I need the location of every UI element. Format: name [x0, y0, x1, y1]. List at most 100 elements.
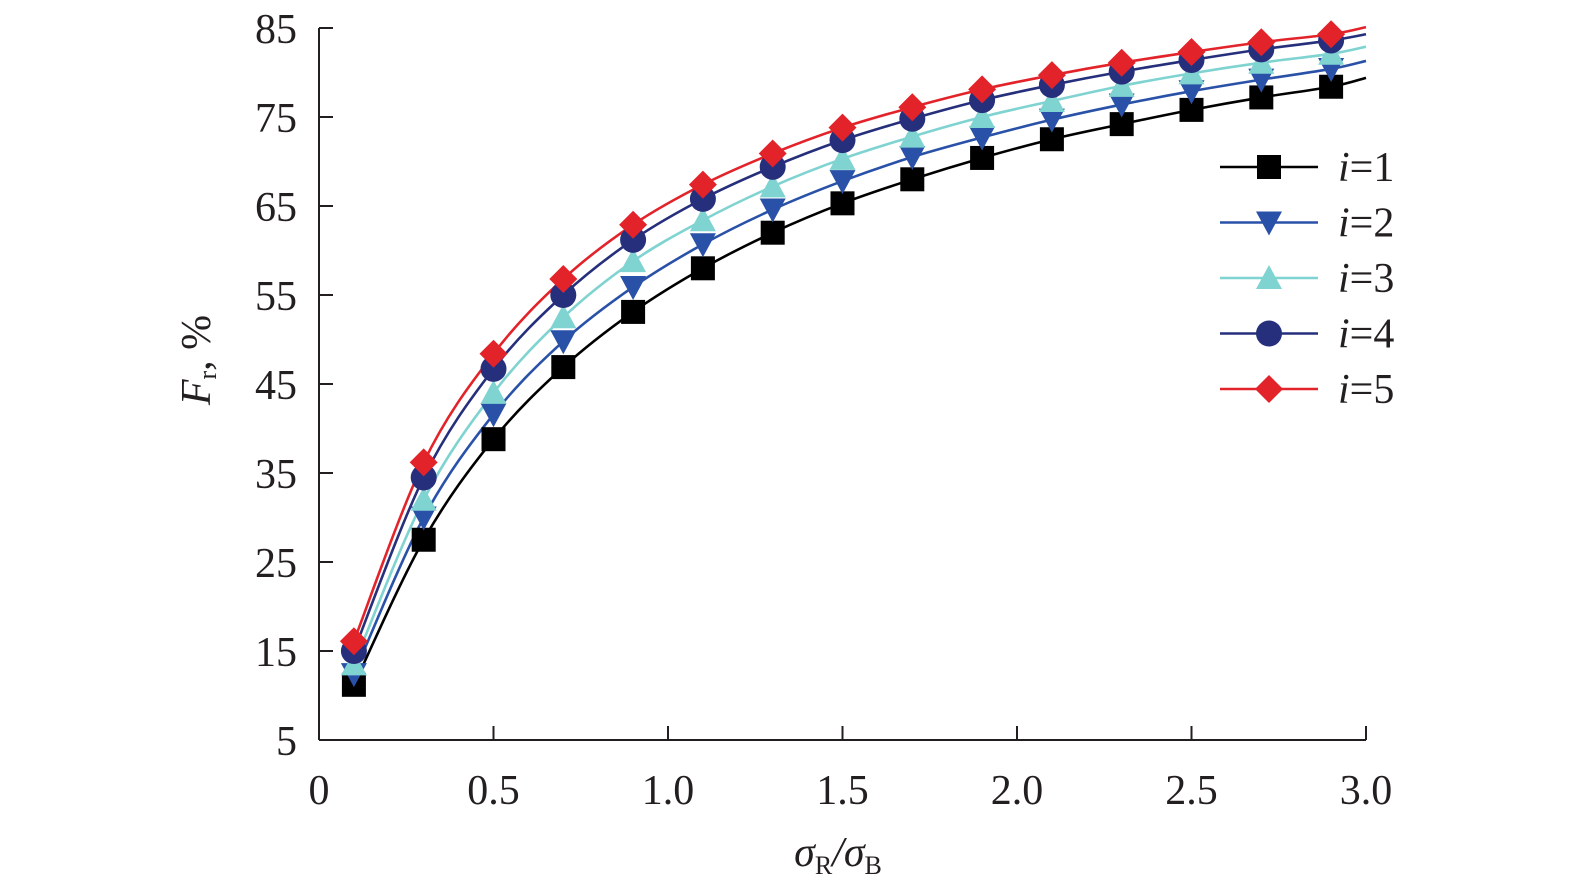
legend-item: i=1 — [1220, 145, 1394, 191]
legend-label: i=4 — [1338, 312, 1394, 358]
legend-item: i=5 — [1220, 367, 1394, 413]
series-2-point — [550, 330, 577, 355]
x-tick-label: 2.0 — [991, 768, 1044, 814]
series-3-point — [899, 123, 926, 148]
series-2-point — [1038, 108, 1065, 133]
x-axis-title-sigma-r: σ — [794, 830, 817, 876]
series-line-1 — [352, 76, 1367, 686]
y-tick-label: 35 — [255, 452, 297, 498]
series-5-point — [1037, 61, 1066, 90]
series-5-point — [898, 93, 927, 122]
series-4-point — [689, 185, 716, 212]
series-1-point — [830, 191, 855, 216]
series-2-point — [969, 126, 996, 151]
series-markers — [339, 20, 1346, 697]
legend-marker-diamond — [1255, 375, 1283, 403]
series-line-5 — [352, 25, 1367, 642]
y-tick-label: 85 — [255, 7, 297, 53]
y-ticks: 5 15 25 35 45 55 65 75 85 — [255, 7, 333, 765]
legend-label: i=5 — [1338, 367, 1394, 413]
legend-item: i=2 — [1220, 201, 1394, 247]
y-tick-label: 65 — [255, 185, 297, 231]
x-tick-label: 1.0 — [642, 768, 695, 814]
series-5-point — [1107, 48, 1136, 77]
series-2-point — [1248, 68, 1275, 93]
series-3-point — [550, 304, 577, 329]
legend: i=1 i=2 i=3 i=4 i=5 — [1220, 145, 1394, 413]
legend-marker-square — [1257, 155, 1281, 179]
series-5-point — [479, 339, 508, 368]
series-1-point — [621, 299, 646, 324]
y-tick-label: 75 — [255, 96, 297, 142]
series-2-point — [410, 506, 437, 531]
legend-label: i=3 — [1338, 256, 1394, 302]
series-3-point — [689, 207, 716, 232]
series-5-point — [549, 264, 578, 293]
series-3-point — [620, 248, 647, 273]
legend-item: i=3 — [1220, 256, 1394, 302]
series-5-point — [619, 210, 648, 239]
x-ticks: 0 0.5 1.0 1.5 2.0 2.5 3.0 — [309, 726, 1393, 814]
series-5-point — [828, 113, 857, 142]
series-4-point — [620, 226, 647, 253]
x-axis-title-sub-r: R — [815, 851, 833, 880]
series-5-point — [1247, 28, 1276, 57]
legend-marker-triangle-down — [1256, 211, 1282, 236]
legend-label: i=1 — [1338, 145, 1394, 191]
series-2-point — [689, 233, 716, 258]
y-tick-label: 25 — [255, 541, 297, 587]
series-3-point — [1108, 72, 1135, 97]
x-tick-label: 3.0 — [1340, 768, 1393, 814]
legend-item: i=4 — [1220, 312, 1394, 358]
series-1-point — [551, 355, 576, 380]
y-tick-label: 45 — [255, 363, 297, 409]
series-2-point — [1108, 93, 1135, 118]
y-tick-label: 15 — [255, 630, 297, 676]
series-3-point — [759, 173, 786, 198]
series-2-point — [1178, 80, 1205, 105]
legend-marker-circle — [1256, 320, 1282, 347]
series-4-point — [550, 282, 577, 308]
series-1-point — [411, 527, 436, 552]
series-5-point — [758, 139, 787, 168]
series-3-point — [1038, 87, 1065, 112]
series-4-point — [410, 464, 437, 491]
y-axis-title-sub: r — [193, 371, 222, 380]
x-tick-label: 2.5 — [1165, 768, 1218, 814]
series-1-point — [690, 256, 715, 281]
series-line-4 — [352, 32, 1367, 652]
series-1-point — [481, 427, 506, 452]
x-tick-label: 0.5 — [467, 768, 520, 814]
series-5-point — [1177, 38, 1206, 67]
series-3-point — [969, 104, 996, 128]
series-3-point — [480, 379, 507, 404]
x-axis-title: σR/σB — [794, 830, 882, 880]
series-5-point — [688, 170, 717, 199]
series-lines — [352, 25, 1367, 686]
series-2-point — [480, 403, 507, 428]
legend-marker-triangle-up — [1256, 265, 1282, 289]
series-1-point — [1109, 112, 1134, 137]
x-axis-title-sub-b: B — [865, 851, 882, 880]
x-tick-label: 0 — [309, 768, 330, 814]
y-axis-title: Fr, % — [174, 315, 222, 406]
series-1-point — [900, 167, 925, 192]
legend-label: i=2 — [1338, 201, 1394, 247]
series-2-point — [899, 146, 926, 171]
series-2-point — [620, 275, 647, 300]
series-5-point — [409, 448, 438, 477]
series-2-point — [759, 198, 786, 223]
x-tick-label: 1.5 — [816, 768, 869, 814]
series-5-point — [968, 75, 997, 104]
y-tick-label: 55 — [255, 274, 297, 320]
series-3-point — [829, 145, 856, 170]
y-axis-title-suffix: , % — [174, 315, 220, 371]
x-axis-title-slash-sigma: /σ — [830, 830, 867, 876]
series-5-point — [339, 627, 368, 656]
series-2-point — [829, 170, 856, 195]
y-tick-label: 5 — [276, 719, 297, 765]
series-4-point — [480, 355, 507, 382]
y-axis-title-main: F — [174, 379, 220, 406]
series-5-point — [1317, 20, 1346, 49]
